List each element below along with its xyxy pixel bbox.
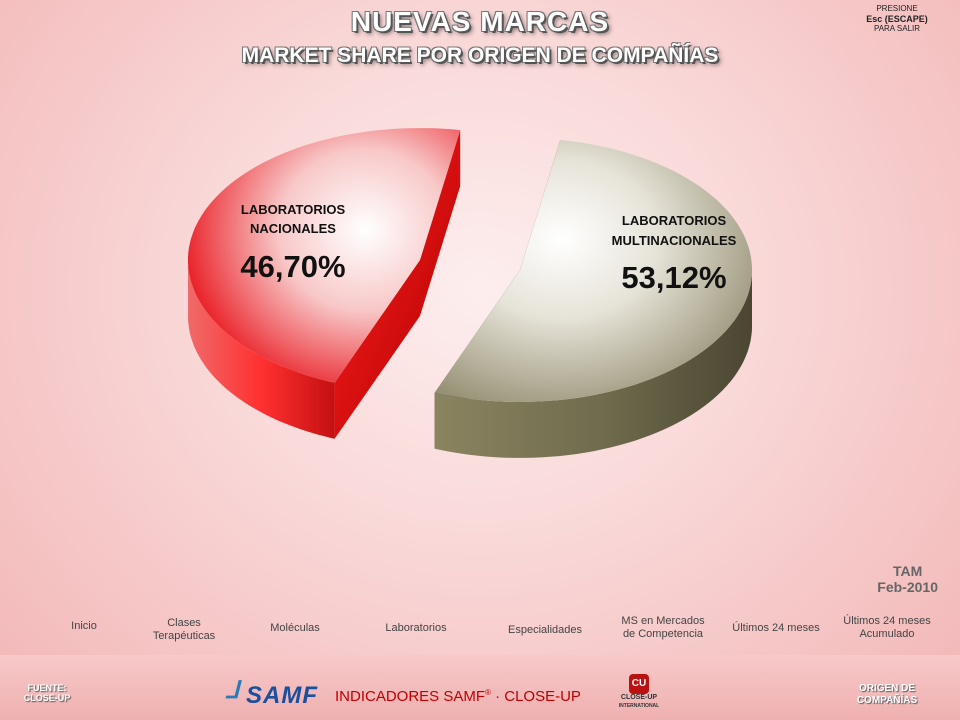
nav-especialidades[interactable]: Especialidades <box>508 624 582 636</box>
samf-logo-mark: ⅃ <box>226 677 240 704</box>
footer-origen-line2: COMPAÑÍAS <box>856 695 918 706</box>
nav-ms-line2: de Competencia <box>622 628 704 640</box>
period-label: TAM Feb-2010 <box>877 563 938 595</box>
footer-source-line2: CLOSE-UP <box>23 693 71 703</box>
footer-center-b: · CLOSE-UP <box>490 688 581 705</box>
footer-source: FUENTE: CLOSE-UP <box>16 683 78 703</box>
slice-label-nacionales-line2: NACIONALES <box>250 221 336 236</box>
nav-acum-line2: Acumulado <box>859 628 915 640</box>
escape-hint-line1: PRESIONE <box>876 4 918 13</box>
closeup-logo-sub: INTERNATIONAL <box>618 703 660 709</box>
slice-nacionales-top <box>188 128 461 383</box>
footer-bar <box>0 655 960 720</box>
nav-clases-line1: Clases <box>167 617 201 629</box>
slice-value-multinacionales: 53,12% <box>621 260 726 295</box>
period-line2: Feb-2010 <box>877 579 938 595</box>
closeup-logo: CU CLOSE-UP INTERNATIONAL <box>614 674 664 710</box>
nav-clases-terapeuticas[interactable]: Clases Terapéuticas <box>140 617 228 643</box>
footer-origen[interactable]: ORIGEN DE COMPAÑÍAS <box>842 683 932 707</box>
slice-label-multinacionales-line2: MULTINACIONALES <box>612 233 737 248</box>
period-line1: TAM <box>893 563 923 579</box>
nav-moleculas[interactable]: Moléculas <box>270 622 320 634</box>
pie-slice-multinacionales <box>434 140 752 458</box>
nav-ms-mercados[interactable]: MS en Mercados de Competencia <box>612 615 714 641</box>
escape-hint: PRESIONE Esc (ESCAPE) PARA SALIR <box>842 4 952 34</box>
samf-logo-word: SAMF <box>246 682 318 709</box>
footer-center-a: INDICADORES SAMF <box>335 688 486 705</box>
nav-laboratorios[interactable]: Laboratorios <box>385 622 447 634</box>
registered-mark: ® <box>485 688 491 697</box>
page-title: NUEVAS MARCAS <box>350 6 610 37</box>
nav-inicio[interactable]: Inicio <box>71 620 97 632</box>
slice-label-multinacionales-line1: LABORATORIOS <box>622 213 727 228</box>
escape-hint-line3: PARA SALIR <box>873 24 921 33</box>
nav-ultimos-24-meses-acumulado[interactable]: Últimos 24 meses Acumulado <box>834 615 940 641</box>
nav-ms-line1: MS en Mercados <box>621 615 705 627</box>
samf-logo: ⅃ SAMF <box>226 676 321 709</box>
page-subtitle: MARKET SHARE POR ORIGEN DE COMPAÑÍAS <box>241 44 719 67</box>
escape-hint-line2: Esc (ESCAPE) <box>866 14 928 24</box>
nav-ultimos-24-meses[interactable]: Últimos 24 meses <box>732 622 820 634</box>
footer-origen-line1: ORIGEN DE <box>858 683 916 694</box>
slice-multinacionales-side <box>434 270 752 458</box>
closeup-logo-name: CLOSE-UP <box>620 694 658 701</box>
nav-clases-line2: Terapéuticas <box>152 630 216 642</box>
slice-value-nacionales: 46,70% <box>240 249 345 284</box>
closeup-logo-badge: CU <box>629 674 649 694</box>
slice-multinacionales-top <box>434 140 752 402</box>
pie-slice-nacionales <box>188 128 461 439</box>
slice-nacionales-cut-face <box>334 130 461 439</box>
footer-indicators-text: INDICADORES SAMF® · CLOSE-UP <box>335 688 581 705</box>
footer-source-line1: FUENTE: <box>27 683 67 693</box>
slice-label-nacionales-line1: LABORATORIOS <box>241 202 346 217</box>
slice-nacionales-side <box>188 260 335 439</box>
nav-acum-line1: Últimos 24 meses <box>843 615 931 627</box>
